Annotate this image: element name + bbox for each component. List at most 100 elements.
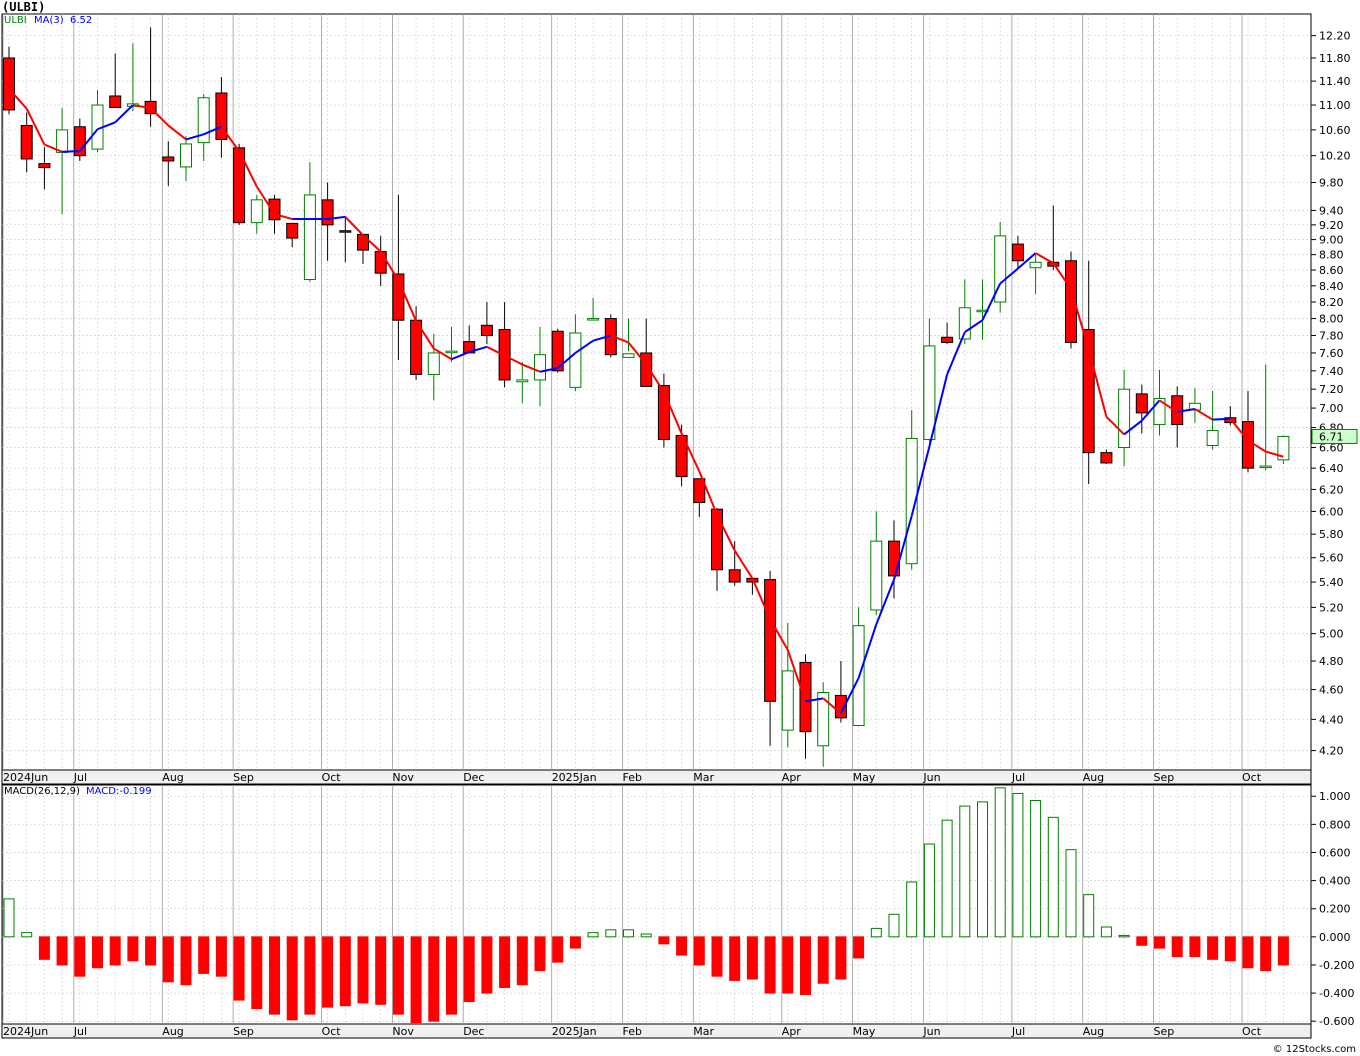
y-tick-label: 9.00 bbox=[1319, 234, 1344, 247]
x-tick-label: 2024Jun bbox=[3, 1025, 48, 1038]
y-tick-label: 8.00 bbox=[1319, 313, 1344, 326]
macd-bar bbox=[286, 936, 298, 1021]
candle-body bbox=[1082, 329, 1095, 454]
macd-bar bbox=[3, 898, 15, 938]
ma3-line-segment bbox=[698, 470, 718, 516]
macd-bar bbox=[676, 936, 688, 956]
y-tick-label: 0.200 bbox=[1319, 903, 1351, 916]
ma3-line-segment bbox=[805, 697, 824, 703]
ma3-line-segment bbox=[468, 345, 488, 354]
credit-text: © 12Stocks.com bbox=[1272, 1044, 1356, 1055]
y-tick-label: 1.000 bbox=[1319, 790, 1351, 803]
ma3-line-segment bbox=[928, 374, 949, 447]
y-tick-label: 5.40 bbox=[1319, 576, 1344, 589]
ma3-line-segment bbox=[451, 351, 470, 361]
ma3-line-segment bbox=[592, 334, 612, 342]
y-tick-label: -0.200 bbox=[1319, 959, 1354, 972]
macd-bar bbox=[764, 936, 776, 994]
ma3-line-segment bbox=[504, 354, 523, 366]
macd-bar bbox=[499, 936, 511, 988]
ma3-line-segment bbox=[1105, 416, 1125, 436]
macd-bar bbox=[870, 927, 882, 938]
ma3-line-segment bbox=[1194, 408, 1214, 421]
macd-bar bbox=[941, 819, 953, 938]
macd-bar bbox=[410, 936, 422, 1024]
ma3-line-segment bbox=[610, 334, 629, 344]
ma3-line-segment bbox=[362, 234, 382, 253]
x-tick-label: May bbox=[853, 771, 876, 784]
y-tick-label: 11.00 bbox=[1319, 99, 1351, 112]
x-tick-label: Aug bbox=[162, 771, 183, 784]
ma3-line-segment bbox=[1052, 262, 1072, 290]
candle-body bbox=[994, 235, 1007, 303]
macd-bar bbox=[640, 933, 652, 938]
ma3-line-segment bbox=[255, 186, 276, 215]
x-tick-label: May bbox=[853, 1025, 876, 1038]
macd-bar bbox=[392, 936, 404, 1015]
y-tick-label: 8.80 bbox=[1319, 249, 1344, 262]
ma3-line-segment bbox=[1265, 450, 1284, 458]
y-tick-label: 7.60 bbox=[1319, 347, 1344, 360]
y-tick-label: 0.600 bbox=[1319, 846, 1351, 859]
x-tick-label: Sep bbox=[233, 1025, 254, 1038]
x-tick-label: Mar bbox=[693, 771, 714, 784]
ma3-line-segment bbox=[946, 331, 966, 375]
candle-body bbox=[728, 569, 741, 583]
ma3-line-segment bbox=[822, 697, 842, 715]
candle-body bbox=[1206, 429, 1219, 447]
candle-body bbox=[817, 691, 830, 747]
y-tick-label: 4.40 bbox=[1319, 713, 1344, 726]
x-tick-label: Jul bbox=[1011, 771, 1025, 784]
x-tick-label: Dec bbox=[463, 1025, 484, 1038]
ma3-line-segment bbox=[574, 339, 594, 354]
macd-bar bbox=[1030, 799, 1042, 938]
candle-body bbox=[1259, 465, 1272, 469]
ma3-line-segment bbox=[680, 433, 701, 472]
macd-bar bbox=[977, 801, 988, 938]
y-tick-label: 7.20 bbox=[1319, 383, 1344, 396]
macd-bar bbox=[1189, 936, 1201, 958]
x-tick-label: Aug bbox=[1083, 1025, 1104, 1038]
ma3-line-segment bbox=[132, 104, 151, 110]
macd-bar bbox=[693, 936, 705, 966]
candle-body bbox=[1029, 261, 1042, 269]
candle-body bbox=[1242, 421, 1254, 469]
ma3-line-segment bbox=[203, 125, 222, 136]
candle-body bbox=[109, 95, 122, 108]
candle-body bbox=[1065, 260, 1077, 343]
candle-body bbox=[374, 251, 387, 274]
macd-bar bbox=[1083, 894, 1095, 938]
macd-panel-frame bbox=[1, 784, 1312, 1025]
y-tick-label: 6.60 bbox=[1319, 442, 1344, 455]
ma3-line-segment bbox=[327, 215, 346, 221]
candle-body bbox=[3, 57, 15, 111]
macd-bar bbox=[322, 936, 334, 1008]
macd-bar bbox=[428, 936, 440, 1022]
ma3-line-segment bbox=[97, 121, 116, 131]
legend-ma-value: 6.52 bbox=[70, 15, 93, 26]
candle-body bbox=[73, 126, 86, 157]
candle-body bbox=[551, 330, 564, 372]
ma3-line-segment bbox=[185, 133, 204, 141]
y-tick-label: 9.20 bbox=[1319, 219, 1344, 232]
candle-body bbox=[38, 163, 51, 169]
macd-bar bbox=[38, 936, 50, 960]
candle-body bbox=[622, 353, 635, 358]
macd-bar bbox=[56, 936, 68, 966]
macd-bar bbox=[446, 936, 457, 1015]
price-x-axis-band bbox=[1, 769, 1312, 785]
candle-body bbox=[1118, 388, 1131, 449]
y-tick-label: 10.60 bbox=[1319, 124, 1351, 137]
candle-body bbox=[516, 379, 529, 383]
macd-bar bbox=[92, 936, 103, 969]
candle-body bbox=[569, 332, 582, 388]
y-tick-label: 5.60 bbox=[1319, 552, 1344, 565]
candle-body bbox=[905, 437, 918, 565]
macd-bar bbox=[375, 936, 387, 1005]
x-tick-label: Nov bbox=[392, 1025, 414, 1038]
x-tick-label: Jul bbox=[73, 771, 87, 784]
candle-body bbox=[321, 199, 334, 226]
last-price-label: 6.71 bbox=[1319, 430, 1344, 443]
macd-bar bbox=[746, 936, 758, 980]
